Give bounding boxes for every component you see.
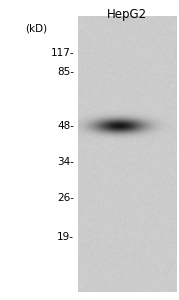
Text: 34-: 34- bbox=[57, 157, 74, 167]
Text: 117-: 117- bbox=[51, 47, 74, 58]
Text: HepG2: HepG2 bbox=[107, 8, 147, 21]
Text: 85-: 85- bbox=[57, 67, 74, 77]
Text: (kD): (kD) bbox=[25, 23, 47, 34]
Text: 48-: 48- bbox=[57, 121, 74, 131]
Text: 19-: 19- bbox=[57, 232, 74, 242]
Text: 26-: 26- bbox=[57, 193, 74, 203]
